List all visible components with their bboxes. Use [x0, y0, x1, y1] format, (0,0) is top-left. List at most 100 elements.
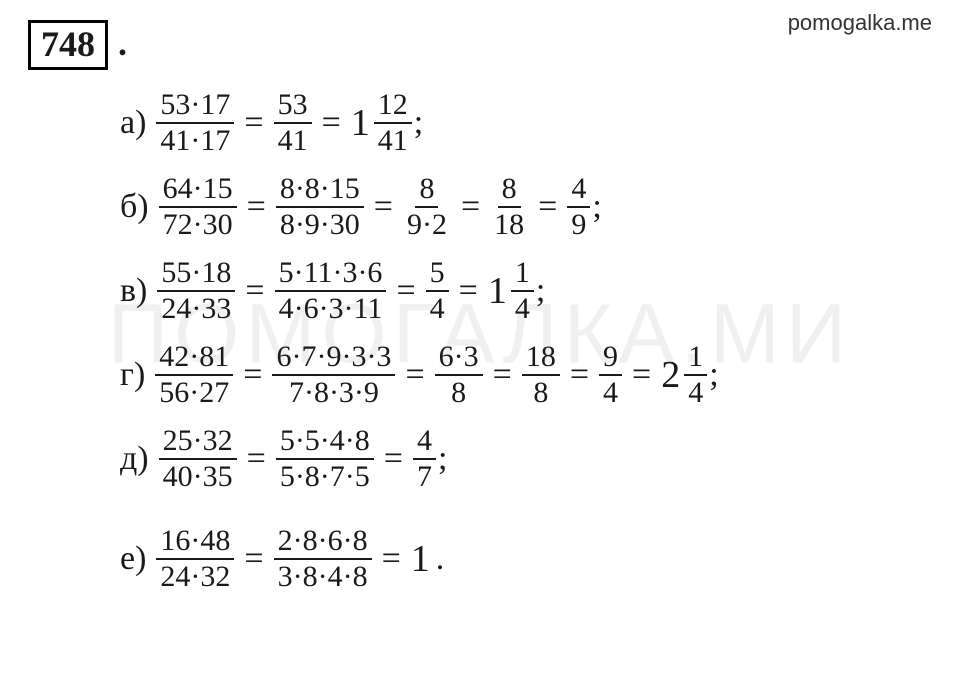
fraction: 8 9·2 — [403, 174, 451, 240]
fraction-num: 25·32 — [159, 426, 237, 460]
punctuation: ; — [709, 358, 718, 392]
equals-sign: = — [538, 190, 557, 224]
fraction: 4 9 — [567, 174, 590, 240]
fraction: 8 18 — [490, 174, 528, 240]
fraction-num: 8 — [415, 174, 438, 208]
fraction-den: 56·27 — [155, 376, 233, 408]
fraction: 8·8·15 8·9·30 — [276, 174, 364, 240]
equals-sign: = — [396, 274, 415, 308]
fraction-num: 16·48 — [156, 526, 234, 560]
row-e: е) 16·48 24·32 = 2·8·6·8 3·8·4·8 = 1 . — [120, 526, 920, 592]
row-letter: г) — [120, 358, 145, 392]
fraction-den: 7·8·3·9 — [285, 376, 383, 408]
fraction-den: 41·17 — [156, 124, 234, 156]
fraction-den: 5·8·7·5 — [276, 460, 374, 492]
fraction-num: 6·3 — [435, 342, 483, 376]
fraction-num: 5 — [426, 258, 449, 292]
mixed-number: 2 1 4 — [661, 342, 707, 408]
fraction-den: 41 — [274, 124, 312, 156]
fraction-den: 4 — [426, 292, 449, 324]
fraction-den: 8 — [447, 376, 470, 408]
equals-sign: = — [244, 542, 263, 576]
fraction-den: 7 — [413, 460, 436, 492]
row-a: а) 53·17 41·17 = 53 41 = 1 12 41 ; — [120, 90, 920, 156]
fraction-num: 5·11·3·6 — [275, 258, 387, 292]
mixed-whole: 2 — [661, 356, 680, 394]
fraction-num: 4 — [413, 426, 436, 460]
fraction: 25·32 40·35 — [159, 426, 237, 492]
fraction-num: 64·15 — [159, 174, 237, 208]
equals-sign: = — [245, 274, 264, 308]
fraction-num: 18 — [522, 342, 560, 376]
punctuation: ; — [536, 274, 545, 308]
punctuation: ; — [438, 442, 447, 476]
equals-sign: = — [570, 358, 589, 392]
fraction-num: 9 — [599, 342, 622, 376]
fraction: 6·7·9·3·3 7·8·3·9 — [272, 342, 395, 408]
fraction: 42·81 56·27 — [155, 342, 233, 408]
fraction-den: 41 — [374, 124, 412, 156]
fraction-den: 4·6·3·11 — [275, 292, 387, 324]
fraction-den: 3·8·4·8 — [274, 560, 372, 592]
fraction: 5·5·4·8 5·8·7·5 — [276, 426, 374, 492]
equals-sign: = — [247, 190, 266, 224]
fraction-den: 4 — [511, 292, 534, 324]
row-letter: б) — [120, 190, 149, 224]
solution-body: а) 53·17 41·17 = 53 41 = 1 12 41 ; б) 64… — [120, 90, 920, 610]
mixed-whole: 1 — [488, 272, 507, 310]
fraction: 12 41 — [374, 90, 412, 156]
fraction: 5 4 — [426, 258, 449, 324]
row-letter: в) — [120, 274, 147, 308]
equals-sign: = — [374, 190, 393, 224]
fraction-den: 24·33 — [157, 292, 235, 324]
fraction-den: 72·30 — [159, 208, 237, 240]
equals-sign: = — [244, 106, 263, 140]
equals-sign: = — [459, 274, 478, 308]
row-b: б) 64·15 72·30 = 8·8·15 8·9·30 = 8 9·2 =… — [120, 174, 920, 240]
fraction: 6·3 8 — [435, 342, 483, 408]
result: 1 — [411, 540, 430, 578]
fraction-den: 18 — [490, 208, 528, 240]
fraction: 16·48 24·32 — [156, 526, 234, 592]
equals-sign: = — [384, 442, 403, 476]
fraction: 1 4 — [684, 342, 707, 408]
equals-sign: = — [382, 542, 401, 576]
fraction: 2·8·6·8 3·8·4·8 — [274, 526, 372, 592]
fraction-num: 53·17 — [156, 90, 234, 124]
fraction-den: 9 — [567, 208, 590, 240]
mixed-number: 1 12 41 — [351, 90, 412, 156]
fraction-num: 5·5·4·8 — [276, 426, 374, 460]
fraction: 9 4 — [599, 342, 622, 408]
equals-sign: = — [405, 358, 424, 392]
equals-sign: = — [247, 442, 266, 476]
fraction: 5·11·3·6 4·6·3·11 — [275, 258, 387, 324]
equals-sign: = — [243, 358, 262, 392]
fraction-den: 24·32 — [156, 560, 234, 592]
row-d: д) 25·32 40·35 = 5·5·4·8 5·8·7·5 = 4 7 ; — [120, 426, 920, 492]
fraction-num: 53 — [274, 90, 312, 124]
fraction: 64·15 72·30 — [159, 174, 237, 240]
fraction-num: 8·8·15 — [276, 174, 364, 208]
fraction-num: 4 — [567, 174, 590, 208]
row-v: в) 55·18 24·33 = 5·11·3·6 4·6·3·11 = 5 4… — [120, 258, 920, 324]
punctuation: ; — [414, 106, 423, 140]
fraction: 55·18 24·33 — [157, 258, 235, 324]
row-letter: а) — [120, 106, 146, 140]
equals-sign: = — [322, 106, 341, 140]
row-letter: д) — [120, 442, 149, 476]
fraction-num: 1 — [684, 342, 707, 376]
fraction-den: 4 — [684, 376, 707, 408]
equals-sign: = — [461, 190, 480, 224]
mixed-number: 1 1 4 — [488, 258, 534, 324]
fraction-den: 9·2 — [403, 208, 451, 240]
fraction-num: 6·7·9·3·3 — [272, 342, 395, 376]
fraction-den: 40·35 — [159, 460, 237, 492]
fraction: 53·17 41·17 — [156, 90, 234, 156]
fraction-num: 55·18 — [157, 258, 235, 292]
mixed-whole: 1 — [351, 104, 370, 142]
fraction-den: 4 — [599, 376, 622, 408]
punctuation: . — [436, 542, 445, 576]
fraction: 53 41 — [274, 90, 312, 156]
row-letter: е) — [120, 542, 146, 576]
punctuation: ; — [592, 190, 601, 224]
